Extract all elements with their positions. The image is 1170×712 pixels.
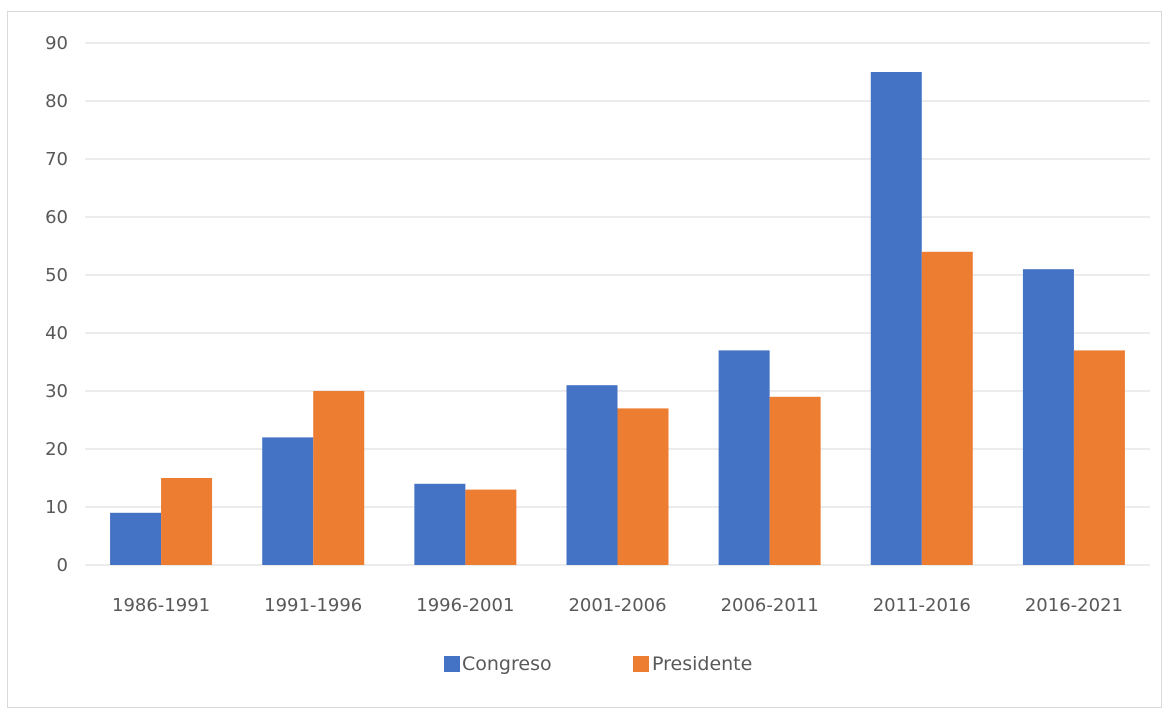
y-tick-label: 30 — [45, 381, 68, 402]
legend-swatch-presidente — [633, 656, 649, 672]
legend-swatch-congreso — [444, 656, 460, 672]
x-tick-label: 2001-2006 — [568, 595, 666, 616]
bar-presidente-1991-1996 — [313, 391, 365, 565]
y-tick-label: 60 — [45, 207, 68, 228]
x-tick-label: 1991-1996 — [264, 595, 362, 616]
y-tick-label: 40 — [45, 323, 68, 344]
bar-congreso-2001-2006 — [566, 385, 618, 565]
bar-presidente-1996-2001 — [465, 489, 517, 565]
y-tick-label: 80 — [45, 91, 68, 112]
y-tick-label: 20 — [45, 439, 68, 460]
bar-congreso-1996-2001 — [414, 483, 466, 565]
bars — [110, 72, 1125, 566]
legend: Congreso Presidente — [444, 653, 752, 675]
y-tick-label: 50 — [45, 265, 68, 286]
x-axis-ticks: 1986-1991 1991-1996 1996-2001 2001-2006 2006… — [112, 595, 1123, 616]
legend-label-presidente: Presidente — [652, 653, 752, 675]
bar-presidente-2016-2021 — [1073, 350, 1125, 565]
y-tick-label: 0 — [57, 555, 68, 576]
bar-congreso-1991-1996 — [262, 437, 314, 565]
legend-label-congreso: Congreso — [462, 653, 552, 675]
bar-presidente-1986-1991 — [161, 478, 213, 565]
x-tick-label: 2006-2011 — [721, 595, 819, 616]
y-tick-label: 70 — [45, 149, 68, 170]
x-tick-label: 2016-2021 — [1025, 595, 1123, 616]
x-tick-label: 2011-2016 — [873, 595, 971, 616]
bar-congreso-1986-1991 — [110, 512, 162, 565]
bar-presidente-2006-2011 — [769, 396, 821, 565]
bar-congreso-2011-2016 — [870, 72, 922, 565]
y-axis-ticks: 0 10 20 30 40 50 60 70 80 90 — [45, 33, 68, 576]
bar-presidente-2011-2016 — [921, 251, 973, 566]
y-tick-label: 10 — [45, 497, 68, 518]
x-tick-label: 1996-2001 — [416, 595, 514, 616]
bar-presidente-2001-2006 — [617, 408, 669, 565]
bar-congreso-2006-2011 — [718, 350, 770, 565]
bar-congreso-2016-2021 — [1022, 269, 1074, 565]
x-tick-label: 1986-1991 — [112, 595, 210, 616]
y-tick-label: 90 — [45, 33, 68, 54]
